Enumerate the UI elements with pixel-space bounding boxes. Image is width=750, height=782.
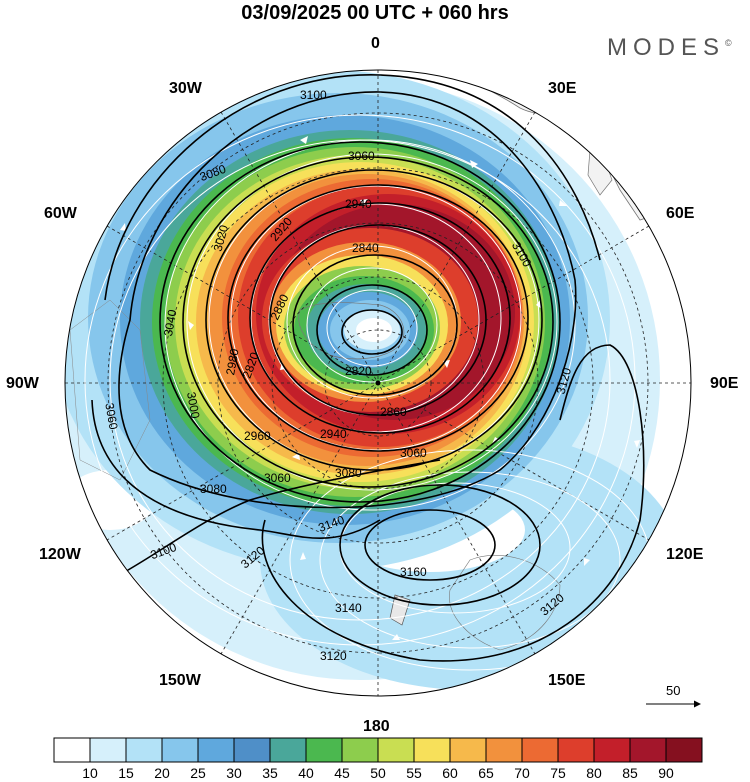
lon-label-30w: 30W	[169, 80, 202, 97]
colorbar-cell	[233, 737, 271, 763]
colorbar-cell	[521, 737, 559, 763]
contour-label: 2840	[352, 241, 379, 255]
lon-label-120w: 120W	[39, 546, 81, 563]
colorbar-cell	[377, 737, 415, 763]
colorbar-tick-label: 75	[550, 765, 566, 781]
contour-label: 3040	[161, 308, 179, 337]
colorbar-tick-label: 15	[118, 765, 134, 781]
colorbar-cell	[341, 737, 379, 763]
lon-label-90w: 90W	[6, 375, 39, 392]
contour-label: 3000	[184, 391, 202, 420]
colorbar-cell	[557, 737, 595, 763]
colorbar-cell	[89, 737, 127, 763]
streamline-arrows	[120, 136, 640, 640]
colorbar-tick-label: 35	[262, 765, 278, 781]
australia-coast	[449, 555, 561, 651]
colorbar-tick-label: 30	[226, 765, 242, 781]
lon-label-60e: 60E	[666, 205, 695, 222]
lon-label-180: 180	[363, 718, 390, 735]
colorbar-cell	[305, 737, 343, 763]
colorbar-tick-label: 40	[298, 765, 314, 781]
contour-label: 3080	[335, 466, 362, 480]
colorbar-tick-label: 25	[190, 765, 206, 781]
colorbar-tick-label: 60	[442, 765, 458, 781]
contour-label: 3060	[102, 402, 120, 431]
contour-label: 3060	[264, 471, 291, 485]
colorbar-tick-label: 80	[586, 765, 602, 781]
brand-logo: MODES©	[607, 34, 732, 62]
contour-label: 3060	[348, 149, 375, 163]
contour-label: 2980	[223, 347, 241, 376]
reference-vector-label: 50	[666, 683, 680, 698]
colorbar-cell	[53, 737, 91, 763]
contour-label: 2860	[380, 405, 407, 419]
colorbar-cell	[629, 737, 667, 763]
lon-label-150e: 150E	[548, 672, 586, 689]
contour-label: 3060	[400, 446, 427, 460]
colorbar-labels: 10 15 20 25 30 35 40 45 50 55 60 65 70 75 80 85 90	[82, 765, 674, 781]
colorbar-cell	[161, 737, 199, 763]
colorbar-tick-label: 10	[82, 765, 98, 781]
pole-marker	[375, 380, 381, 386]
height-contours	[91, 74, 645, 662]
contour-label: 3020	[211, 223, 232, 253]
colorbar-tick-label: 50	[370, 765, 386, 781]
map-disk: 2840 2820 2820 2860 2880 2920 2940 2940 …	[65, 70, 691, 696]
contour-label: 3100	[300, 88, 327, 102]
lon-label-0: 0	[371, 35, 380, 52]
colorbar-cell	[593, 737, 631, 763]
antarctica-coast	[298, 302, 405, 360]
contour-label: 3160	[400, 565, 427, 579]
colorbar-tick-label: 85	[622, 765, 638, 781]
lon-label-120e: 120E	[666, 546, 704, 563]
colorbar-tick-label: 65	[478, 765, 494, 781]
brand-mark: ©	[725, 38, 732, 48]
colorbar-cells	[53, 737, 703, 763]
colorbar-cell	[269, 737, 307, 763]
contour-label: 2820	[345, 364, 372, 378]
contour-label: 2940	[320, 427, 347, 441]
colorbar-cell	[485, 737, 523, 763]
colorbar-tick-label: 70	[514, 765, 530, 781]
contour-label: 3140	[335, 601, 362, 615]
contour-label: 2940	[345, 197, 372, 211]
colorbar-cell	[413, 737, 451, 763]
contour-label: 2960	[244, 429, 271, 443]
colorbar-cell	[665, 737, 703, 763]
colorbar-tick-label: 55	[406, 765, 422, 781]
contour-label: 3080	[200, 482, 227, 496]
colorbar-cell	[197, 737, 235, 763]
colorbar-cell	[125, 737, 163, 763]
map-title: 03/09/2025 00 UTC + 060 hrs	[241, 2, 509, 24]
lon-label-60w: 60W	[44, 205, 77, 222]
colorbar-tick-label: 20	[154, 765, 170, 781]
colorbar-tick-label: 45	[334, 765, 350, 781]
contour-label: 3120	[554, 366, 575, 396]
lon-label-150w: 150W	[159, 672, 201, 689]
lon-label-30e: 30E	[548, 80, 577, 97]
lon-label-90e: 90E	[710, 375, 739, 392]
brand-name: MODES	[607, 34, 726, 61]
colorbar-tick-label: 90	[658, 765, 674, 781]
core-10	[356, 318, 392, 342]
colorbar-cell	[449, 737, 487, 763]
map-border	[64, 69, 692, 697]
contour-label: 3120	[320, 649, 347, 663]
south-america-coast	[69, 299, 151, 481]
